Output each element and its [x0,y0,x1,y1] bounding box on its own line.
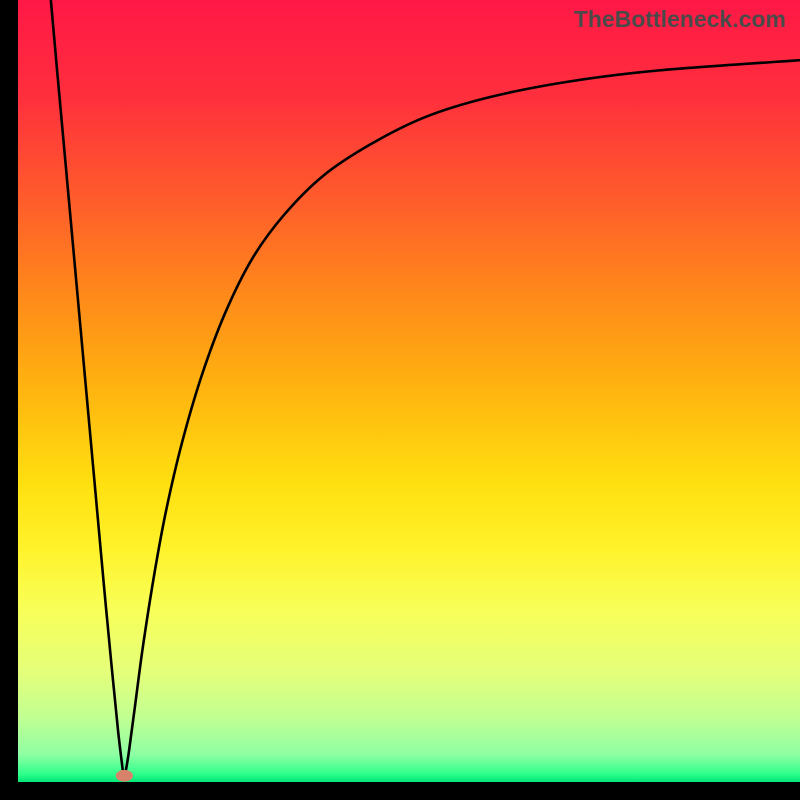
axis-border-bottom [0,782,800,800]
minimum-marker [116,770,133,782]
plot-background [18,0,800,782]
bottleneck-chart: TheBottleneck.com [0,0,800,800]
axis-border-left [0,0,18,800]
chart-svg [0,0,800,800]
watermark-label: TheBottleneck.com [574,6,786,33]
